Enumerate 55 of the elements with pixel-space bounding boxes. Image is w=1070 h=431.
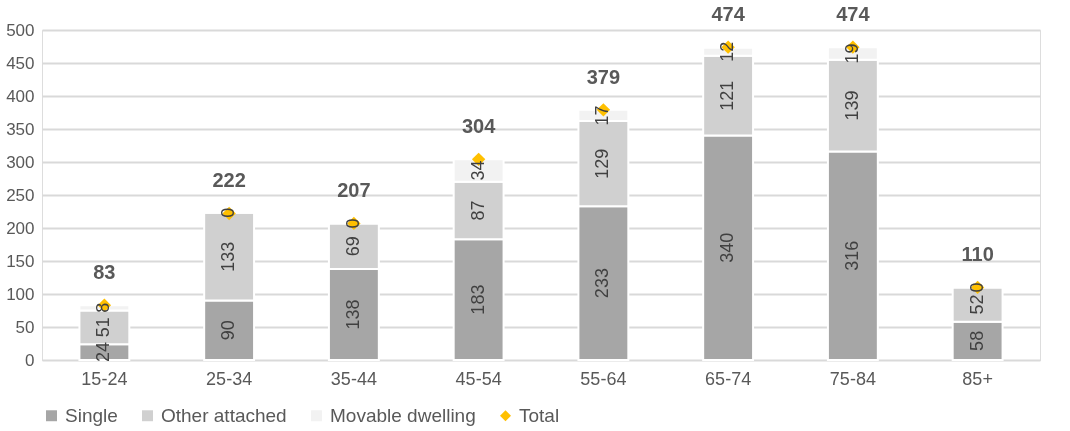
- y-tick-label: 450: [6, 53, 35, 73]
- data-label: 51: [93, 317, 114, 338]
- data-label: 474: [836, 3, 871, 26]
- data-label: 138: [342, 299, 363, 330]
- data-label: 379: [586, 65, 621, 88]
- x-tick-label: 45-54: [455, 368, 502, 389]
- data-label: 0: [966, 282, 987, 293]
- data-label: 12: [717, 41, 738, 62]
- data-label: 52: [966, 294, 987, 315]
- data-label: 304: [461, 115, 497, 138]
- data-label: 121: [717, 80, 738, 111]
- x-tick-label: 55-64: [580, 368, 627, 389]
- data-label: 19: [841, 43, 862, 64]
- data-label: 8: [93, 302, 114, 313]
- data-label: 69: [342, 236, 363, 257]
- data-label: 183: [467, 284, 488, 315]
- data-label: 87: [467, 200, 488, 221]
- y-tick-label: 500: [6, 20, 35, 40]
- data-label: 110: [961, 243, 994, 266]
- data-label: 222: [212, 169, 246, 192]
- x-tick-label: 65-74: [705, 368, 752, 389]
- legend-label: Single: [65, 404, 118, 426]
- legend-label: Other attached: [161, 404, 287, 426]
- data-label: 0: [218, 207, 239, 218]
- data-label: 34: [467, 160, 488, 181]
- data-label: 340: [717, 232, 738, 263]
- legend-label: Total: [519, 404, 560, 426]
- data-label: 0: [342, 218, 363, 229]
- data-label: 207: [337, 179, 371, 202]
- data-label: 474: [711, 3, 746, 26]
- data-label: 58: [966, 330, 987, 351]
- data-label: 129: [592, 148, 613, 179]
- x-tick-label: 85+: [962, 368, 993, 389]
- data-label: 233: [592, 268, 613, 299]
- data-label: 133: [218, 241, 239, 272]
- y-tick-label: 50: [15, 317, 35, 337]
- y-tick-label: 300: [6, 152, 35, 172]
- y-tick-label: 150: [6, 251, 35, 271]
- y-tick-label: 250: [6, 185, 35, 205]
- y-tick-label: 200: [6, 218, 35, 238]
- data-label: 316: [841, 240, 862, 271]
- data-label: 83: [93, 261, 116, 284]
- data-label: 90: [218, 320, 239, 341]
- y-tick-label: 350: [6, 119, 35, 139]
- x-tick-label: 15-24: [81, 368, 128, 389]
- data-label: 17: [592, 105, 613, 126]
- x-tick-label: 25-34: [206, 368, 253, 389]
- x-tick-label: 75-84: [829, 368, 876, 389]
- data-label: 139: [841, 90, 862, 121]
- data-label: 24: [93, 342, 114, 363]
- y-tick-label: 400: [6, 86, 35, 106]
- x-tick-label: 35-44: [330, 368, 377, 389]
- y-tick-label: 100: [6, 284, 35, 304]
- y-tick-label: 0: [25, 350, 35, 370]
- legend-label: Movable dwelling: [330, 404, 476, 426]
